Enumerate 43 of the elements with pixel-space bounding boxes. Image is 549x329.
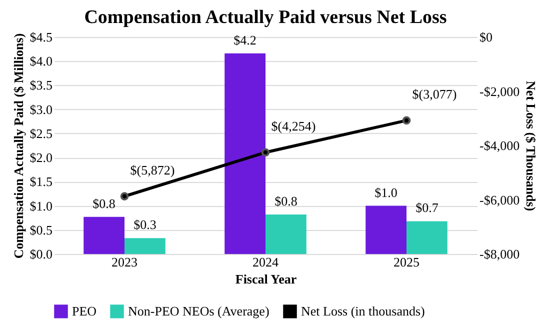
x-tick-label: 2023 (112, 254, 138, 270)
x-axis-title: Fiscal Year (235, 272, 297, 286)
chart-title: Compensation Actually Paid versus Net Loss (84, 7, 447, 28)
bar (224, 53, 266, 254)
bar (84, 216, 124, 254)
y2-tick-label: -$8,000 (480, 246, 520, 262)
y-tick-label: $1.5 (30, 174, 52, 190)
data-label: $1.0 (374, 184, 398, 200)
point (120, 192, 129, 200)
data-label: $0.3 (134, 217, 156, 232)
bar (406, 221, 448, 254)
data-label: $0.8 (274, 193, 298, 208)
data-label: $(5,872) (130, 162, 175, 178)
y2-tick-label: -$4,000 (480, 138, 520, 153)
y-tick-label: $3.0 (30, 102, 52, 117)
data-label: $4.2 (234, 32, 256, 48)
data-label: $(3,077) (412, 86, 457, 102)
y2-tick-label: -$2,000 (480, 84, 520, 99)
data-label: $0.8 (92, 196, 116, 211)
data-label: $(4,254) (271, 118, 316, 134)
y-tick-label: $1.0 (30, 198, 52, 214)
y-tick-label: $3.5 (30, 78, 52, 93)
legend-label: Net Loss (in thousands) (301, 303, 425, 318)
legend-label: PEO (72, 303, 97, 318)
x-tick-label: 2024 (252, 254, 279, 270)
x-tick-label: 2025 (394, 254, 420, 270)
bar (124, 238, 166, 254)
bar (266, 214, 306, 254)
legend-label: Non-PEO NEOs (Average) (128, 303, 270, 318)
y2-tick-label: -$6,000 (480, 192, 520, 208)
y-tick-label: $0.5 (30, 222, 52, 238)
bar (366, 206, 406, 254)
y-axis-title: Compensation Actually Paid ($ Millions) (10, 33, 26, 259)
point (402, 116, 411, 125)
y-tick-label: $4.0 (30, 54, 52, 69)
y-tick-label: $4.5 (30, 30, 52, 44)
point (261, 148, 270, 157)
y2-axis-title: Net Loss ($ Thousands) (524, 80, 539, 212)
y2-tick-label: $0 (480, 30, 492, 44)
y-tick-label: $0.0 (30, 246, 52, 262)
data-label: $0.7 (416, 200, 439, 216)
y-tick-label: $2.0 (30, 150, 52, 166)
y-tick-label: $2.5 (30, 126, 52, 141)
